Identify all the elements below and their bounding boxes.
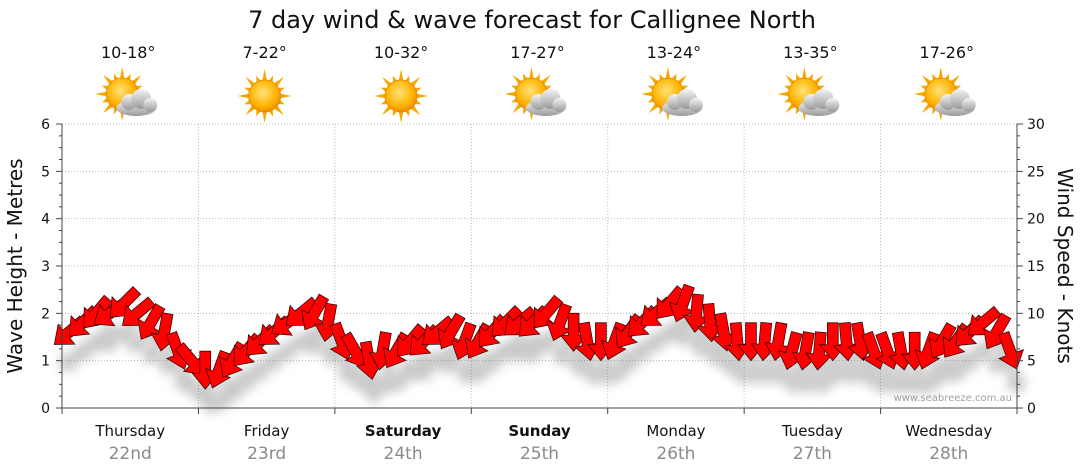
day-forecast: 13-35° xyxy=(777,43,840,121)
right-tick-label: 0 xyxy=(1027,401,1036,417)
wind-arrow xyxy=(137,303,166,340)
wind-arrow xyxy=(682,293,710,333)
left-tick-label: 5 xyxy=(41,164,50,180)
wind-arrow xyxy=(805,331,833,371)
day-label: Thursday 22nd xyxy=(94,422,165,464)
day-date: 28th xyxy=(929,444,968,464)
day-name: Sunday xyxy=(508,422,571,440)
day-date: 25th xyxy=(520,444,559,464)
temperature-range: 17-26° xyxy=(920,43,975,62)
sun-cloud-icon xyxy=(640,67,703,121)
left-tick-label: 6 xyxy=(41,117,50,133)
wind-arrow xyxy=(301,293,330,331)
left-tick-label: 0 xyxy=(41,401,50,417)
day-forecast: 7-22° xyxy=(237,43,292,123)
left-tick-label: 2 xyxy=(41,306,50,322)
wind-arrow xyxy=(437,312,466,350)
day-name: Saturday xyxy=(365,422,442,440)
day-forecast: 17-26° xyxy=(913,43,976,121)
day-label: Tuesday 27th xyxy=(781,422,843,464)
temperature-range: 10-18° xyxy=(101,43,156,62)
day-forecast: 13-24° xyxy=(640,43,703,121)
day-date: 26th xyxy=(656,444,695,464)
sun-cloud-icon xyxy=(504,67,567,121)
day-label: Friday 23rd xyxy=(244,422,290,464)
day-forecast: 10-32° xyxy=(374,43,429,123)
day-name: Wednesday xyxy=(905,422,992,440)
chart-title: 7 day wind & wave forecast for Callignee… xyxy=(248,6,816,34)
right-tick-label: 25 xyxy=(1027,164,1045,180)
day-date: 27th xyxy=(793,444,832,464)
right-tick-label: 5 xyxy=(1027,354,1036,370)
day-name: Friday xyxy=(244,422,290,440)
sun-icon xyxy=(374,69,429,123)
left-axis-label: Wave Height - Metres xyxy=(3,158,27,373)
day-label: Saturday 24th xyxy=(365,422,442,464)
right-tick-label: 15 xyxy=(1027,259,1045,275)
right-axis-label: Wind Speed - Knots xyxy=(1053,168,1077,364)
left-tick-label: 1 xyxy=(41,354,50,370)
day-name: Thursday xyxy=(94,422,165,440)
sun-cloud-icon xyxy=(777,67,840,121)
day-date: 23rd xyxy=(247,444,286,464)
wind-arrow xyxy=(764,321,792,361)
day-forecast: 10-18° xyxy=(95,43,158,121)
day-name: Monday xyxy=(646,422,705,440)
day-label: Monday 26th xyxy=(646,422,705,464)
left-tick-label: 3 xyxy=(41,259,50,275)
temperature-range: 17-27° xyxy=(510,43,565,62)
right-tick-label: 10 xyxy=(1027,306,1045,322)
sun-cloud-icon xyxy=(95,67,158,121)
wind-arrow xyxy=(546,302,573,342)
day-date: 24th xyxy=(384,444,423,464)
day-name: Tuesday xyxy=(781,422,843,440)
wind-arrow xyxy=(533,294,564,329)
wind-arrow xyxy=(668,283,695,323)
day-forecast: 17-27° xyxy=(504,43,567,121)
sun-icon xyxy=(237,69,292,123)
day-date: 22nd xyxy=(109,444,152,464)
temperature-range: 13-35° xyxy=(783,43,838,62)
right-tick-label: 30 xyxy=(1027,117,1045,133)
watermark: www.seabreeze.com.au xyxy=(894,393,1012,404)
temperature-range: 13-24° xyxy=(647,43,702,62)
left-tick-label: 4 xyxy=(41,212,50,228)
temperature-range: 10-32° xyxy=(374,43,429,62)
temperature-range: 7-22° xyxy=(242,43,286,62)
day-label: Wednesday 28th xyxy=(905,422,992,464)
sun-cloud-icon xyxy=(913,67,976,121)
day-label: Sunday 25th xyxy=(508,422,571,464)
right-tick-label: 20 xyxy=(1027,212,1045,228)
